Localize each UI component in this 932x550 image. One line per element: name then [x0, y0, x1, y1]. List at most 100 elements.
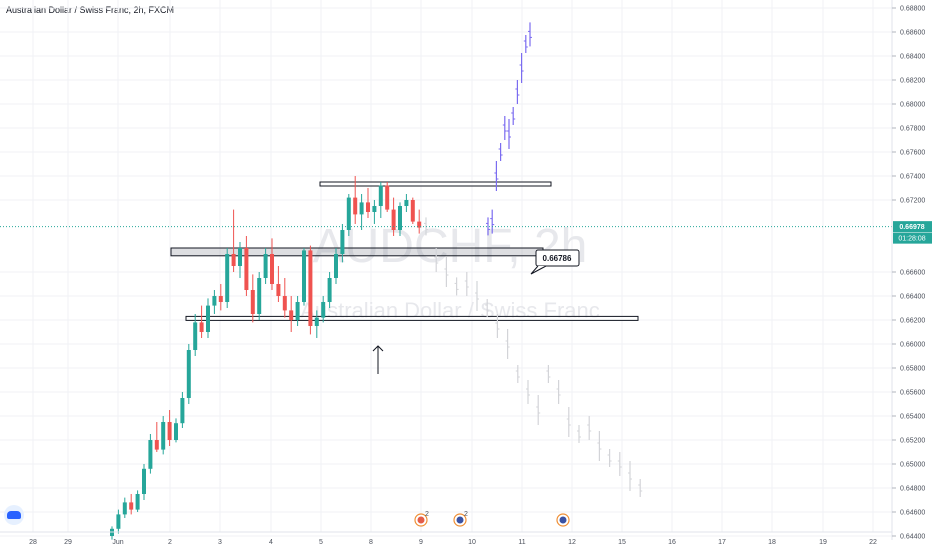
- calendar-flag-icon: [417, 516, 425, 524]
- x-tick-label: 11: [518, 539, 525, 546]
- zone-rectangle[interactable]: [185, 315, 639, 321]
- candle-body: [225, 254, 230, 302]
- y-tick-label: 0.65000: [900, 462, 925, 469]
- candle-body: [417, 221, 422, 228]
- y-tick-label: 0.68400: [900, 54, 925, 61]
- chart-title: Australian Dollar / Swiss Franc, 2h, FXC…: [6, 5, 175, 15]
- y-tick-label: 0.66400: [900, 294, 925, 301]
- event-marker-badge: 2: [464, 511, 468, 518]
- countdown-value: 01:28:08: [898, 236, 925, 243]
- candle-layer: [110, 176, 422, 540]
- candle-body: [135, 494, 140, 510]
- candle-body: [385, 185, 390, 210]
- candle-body: [398, 206, 402, 230]
- x-tick-label: 10: [468, 539, 476, 546]
- x-tick-label: 16: [668, 539, 676, 546]
- candle-body: [321, 302, 326, 318]
- x-tick-label: 4: [269, 539, 273, 546]
- event-marker-badge: 2: [425, 511, 429, 518]
- x-tick-label: 18: [768, 539, 776, 546]
- x-tick-label: 29: [64, 539, 72, 546]
- y-tick-label: 0.67400: [900, 174, 925, 181]
- candle-body: [129, 502, 134, 510]
- candle-body: [250, 290, 255, 314]
- candle-body: [289, 310, 294, 320]
- price-scale[interactable]: 0.694000.692000.690000.688000.686000.684…: [891, 0, 932, 541]
- candle-body: [404, 200, 409, 206]
- candle-body: [193, 322, 198, 350]
- candle-body: [410, 200, 415, 222]
- candle-body: [116, 514, 121, 529]
- zone-rectangle[interactable]: [319, 181, 552, 187]
- candle-body: [238, 248, 242, 266]
- y-tick-label: 0.67800: [900, 126, 925, 133]
- price-callout-label: 0.66786: [543, 254, 572, 263]
- candle-body: [231, 254, 236, 266]
- tradingview-logo-icon[interactable]: [4, 505, 24, 525]
- candle-body: [186, 350, 191, 398]
- x-tick-label: 28: [29, 539, 37, 546]
- event-marker[interactable]: [556, 513, 570, 527]
- event-marker[interactable]: 2: [453, 511, 468, 527]
- candle-body: [270, 254, 274, 284]
- y-tick-label: 0.67600: [900, 150, 925, 157]
- time-scale[interactable]: 28 29 Jun 2 3 4 5 8 9 10 11 12 15 16 17 18 19 22: [0, 531, 892, 546]
- candle-body: [353, 197, 358, 215]
- candle-body: [302, 250, 306, 302]
- candle-body: [174, 423, 178, 440]
- event-marker[interactable]: 2: [414, 511, 429, 527]
- candle-body: [161, 422, 166, 450]
- flag-icon: [559, 516, 567, 524]
- candle-body: [346, 197, 351, 230]
- y-tick-label: 0.68600: [900, 30, 925, 37]
- y-tick-label: 0.68200: [900, 78, 925, 85]
- candle-body: [199, 322, 204, 332]
- candle-body: [180, 398, 185, 424]
- candle-body: [276, 284, 281, 296]
- candle-body: [295, 302, 300, 320]
- candle-body: [142, 468, 146, 494]
- x-tick-label: 8: [369, 539, 373, 546]
- candle-body: [359, 202, 364, 215]
- x-tick-label: 12: [568, 539, 576, 546]
- candle-body: [391, 209, 396, 230]
- candle-body: [340, 230, 345, 254]
- countdown-label: [893, 232, 932, 244]
- candle-body: [257, 278, 262, 314]
- candle-body: [122, 502, 127, 515]
- up-arrow-annotation[interactable]: [372, 345, 384, 374]
- y-tick-label: 0.65600: [900, 390, 925, 397]
- y-tick-label: 0.64400: [900, 534, 925, 541]
- x-tick-label: 5: [319, 539, 323, 546]
- candle-body: [244, 248, 249, 290]
- x-tick-label: 9: [419, 539, 423, 546]
- y-tick-label: 0.64600: [900, 510, 925, 517]
- candle-body: [334, 254, 338, 278]
- price-callout[interactable]: 0.66786: [530, 249, 580, 275]
- candle-body: [308, 250, 313, 326]
- y-tick-label: 0.66600: [900, 270, 925, 277]
- x-tick-label: 15: [618, 539, 626, 546]
- candle-body: [314, 317, 319, 326]
- current-price-label: [893, 221, 932, 233]
- projection-layer: [424, 22, 643, 497]
- candle-body: [212, 296, 217, 306]
- candle-body: [372, 206, 377, 212]
- x-tick-label: 22: [869, 539, 877, 546]
- candle-body: [282, 296, 287, 311]
- candle-body: [154, 440, 159, 450]
- x-tick-label: 2: [168, 539, 172, 546]
- x-tick-label: Jun: [112, 539, 123, 546]
- current-price-value: 0.66978: [899, 224, 924, 231]
- y-tick-label: 0.68800: [900, 6, 925, 13]
- y-tick-label: 0.67200: [900, 198, 925, 205]
- x-tick-label: 19: [819, 539, 827, 546]
- y-tick-label: 0.66200: [900, 318, 925, 325]
- y-tick-label: 0.65800: [900, 366, 925, 373]
- y-tick-label: 0.65200: [900, 438, 925, 445]
- candle-body: [206, 305, 210, 332]
- candle-body: [148, 440, 153, 469]
- candle-body: [366, 202, 370, 212]
